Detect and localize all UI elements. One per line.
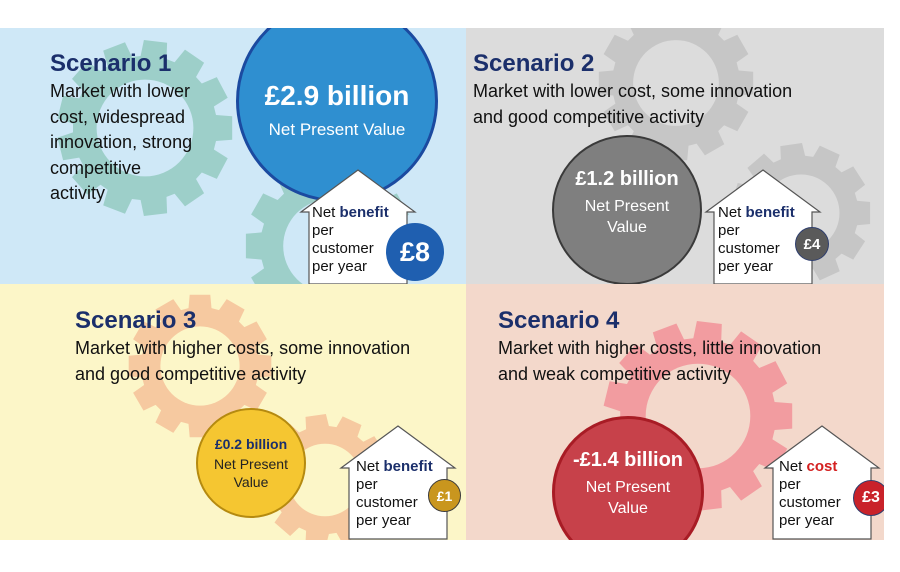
scenario-title: Scenario 1: [50, 50, 172, 77]
per-customer-badge: £4: [795, 227, 829, 261]
scenario-3-panel: Scenario 3 Market with higher costs, som…: [0, 284, 466, 540]
npv-value: -£1.4 billion: [572, 449, 684, 471]
scenario-4-panel: Scenario 4 Market with higher costs, lit…: [466, 284, 884, 540]
scenario-title: Scenario 4: [498, 307, 620, 334]
net-cost-text: Net cost per customer per year: [779, 458, 841, 529]
scenario-title: Scenario 3: [75, 307, 197, 334]
per-customer-badge: £1: [428, 479, 461, 512]
scenario-1-panel: Scenario 1 Market with lower cost, wides…: [0, 28, 466, 284]
scenario-description: Market with lower cost, some innovation …: [473, 81, 793, 127]
npv-value: £1.2 billion: [575, 168, 679, 190]
npv-circle: £0.2 billion Net Present Value: [196, 408, 306, 518]
net-benefit-text: Net benefit per customer per year: [312, 204, 389, 275]
per-customer-badge: £3: [853, 480, 884, 516]
scenario-description: Market with higher costs, some innovatio…: [75, 338, 411, 384]
scenario-2-panel: Scenario 2 Market with lower cost, some …: [466, 28, 884, 284]
net-benefit-text: Net benefit per customer per year: [718, 204, 795, 275]
per-customer-badge: £8: [386, 223, 444, 281]
npv-label: Net Present Value: [268, 120, 406, 139]
npv-circle: -£1.4 billion Net Present Value: [552, 416, 704, 540]
npv-label: Net Present Value: [585, 479, 671, 517]
npv-value: £2.9 billion: [264, 80, 410, 111]
npv-label: Net Present Value: [584, 198, 670, 236]
scenario-title: Scenario 2: [473, 50, 595, 77]
net-benefit-text: Net benefit per customer per year: [356, 458, 433, 529]
npv-label: Net Present Value: [214, 455, 288, 490]
npv-circle: £1.2 billion Net Present Value: [552, 135, 702, 284]
scenario-description: Market with higher costs, little innovat…: [498, 338, 822, 384]
npv-value: £0.2 billion: [214, 435, 288, 452]
scenario-description: Market with lower cost, widespread innov…: [50, 81, 193, 203]
